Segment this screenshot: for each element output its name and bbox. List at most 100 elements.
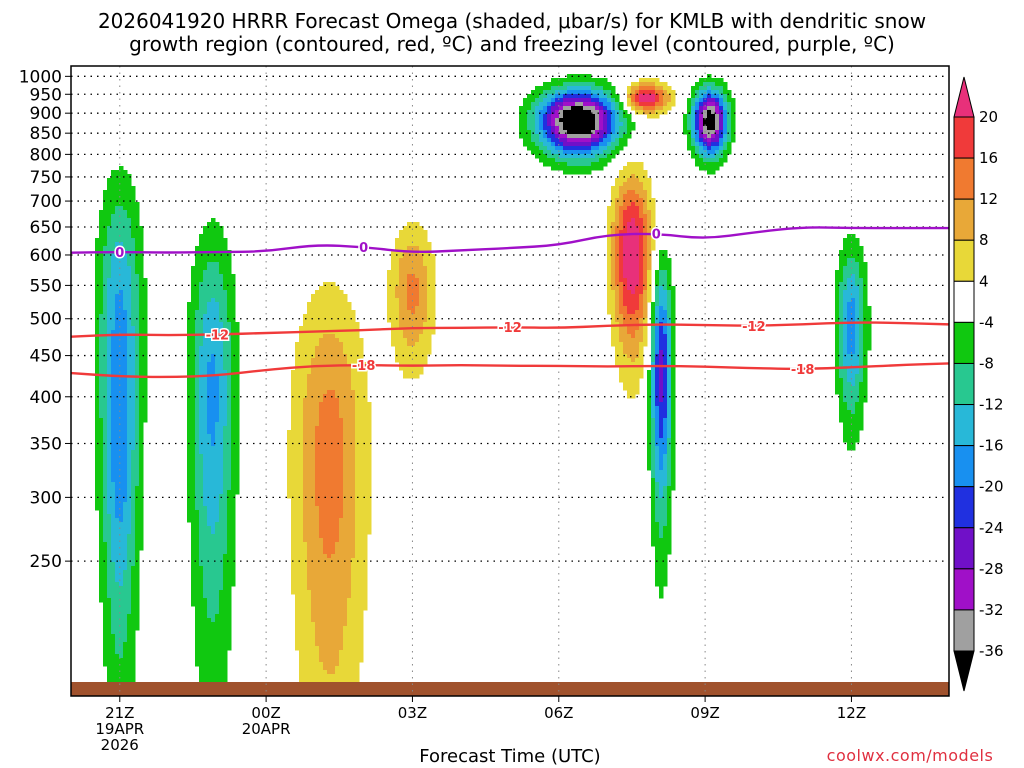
- heat-cell: [319, 502, 324, 507]
- heat-cell: [123, 526, 128, 531]
- heat-cell: [99, 458, 104, 463]
- heat-cell: [107, 594, 112, 599]
- heat-cell: [95, 414, 100, 419]
- heat-cell: [235, 442, 240, 447]
- heat-cell: [107, 566, 112, 571]
- heat-cell: [95, 270, 100, 275]
- heat-cell: [339, 378, 344, 383]
- heat-cell: [195, 270, 200, 275]
- heat-cell: [103, 546, 108, 551]
- heat-cell: [119, 670, 124, 675]
- heat-cell: [307, 462, 312, 467]
- heat-cell: [335, 526, 340, 531]
- heat-cell: [219, 498, 224, 503]
- heat-cell: [219, 278, 224, 283]
- heat-cell: [231, 574, 236, 579]
- heat-cell: [399, 358, 404, 363]
- heat-cell: [423, 230, 428, 235]
- heat-cell: [115, 450, 120, 455]
- heat-cell: [95, 346, 100, 351]
- heat-cell: [215, 350, 220, 355]
- heat-cell: [331, 558, 336, 563]
- heat-cell: [367, 506, 372, 511]
- heat-cell: [107, 402, 112, 407]
- heat-cell: [327, 634, 332, 639]
- heat-cell: [351, 366, 356, 371]
- heat-cell: [291, 522, 296, 527]
- heat-cell: [231, 274, 236, 279]
- heat-cell: [99, 382, 104, 387]
- heat-cell: [335, 626, 340, 631]
- heat-cell: [347, 386, 352, 391]
- heat-cell: [127, 546, 132, 551]
- heat-cell: [287, 478, 292, 483]
- heat-cell: [295, 346, 300, 351]
- heat-cell: [303, 422, 308, 427]
- heat-cell: [347, 442, 352, 447]
- heat-cell: [119, 582, 124, 587]
- heat-cell: [343, 574, 348, 579]
- heat-cell: [115, 670, 120, 675]
- heat-cell: [123, 502, 128, 507]
- heat-cell: [111, 458, 116, 463]
- heat-cell: [127, 574, 132, 579]
- heat-cell: [311, 454, 316, 459]
- heat-cell: [219, 482, 224, 487]
- heat-cell: [187, 450, 192, 455]
- heat-cell: [339, 354, 344, 359]
- heat-cell: [399, 282, 404, 287]
- heat-cell: [323, 334, 328, 339]
- heat-cell: [339, 330, 344, 335]
- heat-cell: [187, 350, 192, 355]
- heat-cell: [99, 226, 104, 231]
- heat-cell: [307, 534, 312, 539]
- heat-cell: [347, 414, 352, 419]
- heat-cell: [107, 634, 112, 639]
- heat-cell: [299, 442, 304, 447]
- heat-cell: [127, 482, 132, 487]
- heat-cell: [119, 230, 124, 235]
- heat-cell: [311, 646, 316, 651]
- heat-cell: [215, 234, 220, 239]
- heat-cell: [327, 346, 332, 351]
- heat-cell: [367, 426, 372, 431]
- heat-cell: [119, 350, 124, 355]
- heat-cell: [299, 534, 304, 539]
- heat-cell: [131, 678, 136, 683]
- heat-cell: [215, 418, 220, 423]
- heat-cell: [319, 546, 324, 551]
- heat-cell: [415, 226, 420, 231]
- heat-cell: [187, 482, 192, 487]
- heat-cell: [211, 566, 216, 571]
- heat-cell: [399, 234, 404, 239]
- heat-cell: [107, 514, 112, 519]
- heat-cell: [311, 430, 316, 435]
- heat-cell: [207, 430, 212, 435]
- heat-cell: [99, 350, 104, 355]
- heat-cell: [315, 490, 320, 495]
- heat-cell: [215, 634, 220, 639]
- heat-cell: [339, 554, 344, 559]
- heat-cell: [211, 254, 216, 259]
- heat-cell: [203, 466, 208, 471]
- heat-cell: [107, 342, 112, 347]
- heat-cell: [111, 610, 116, 615]
- heat-cell: [127, 518, 132, 523]
- heat-cell: [315, 550, 320, 555]
- heat-cell: [331, 282, 336, 287]
- heat-cell: [519, 118, 524, 123]
- heat-cell: [187, 406, 192, 411]
- heat-cell: [199, 558, 204, 563]
- heat-cell: [403, 282, 408, 287]
- heat-cell: [203, 494, 208, 499]
- heat-cell: [355, 414, 360, 419]
- heat-cell: [95, 490, 100, 495]
- heat-cell: [223, 494, 228, 499]
- heat-cell: [211, 450, 216, 455]
- heat-cell: [103, 474, 108, 479]
- heat-cell: [307, 658, 312, 663]
- heat-cell: [355, 606, 360, 611]
- heat-cell: [323, 566, 328, 571]
- heat-cell: [215, 666, 220, 671]
- heat-cell: [223, 310, 228, 315]
